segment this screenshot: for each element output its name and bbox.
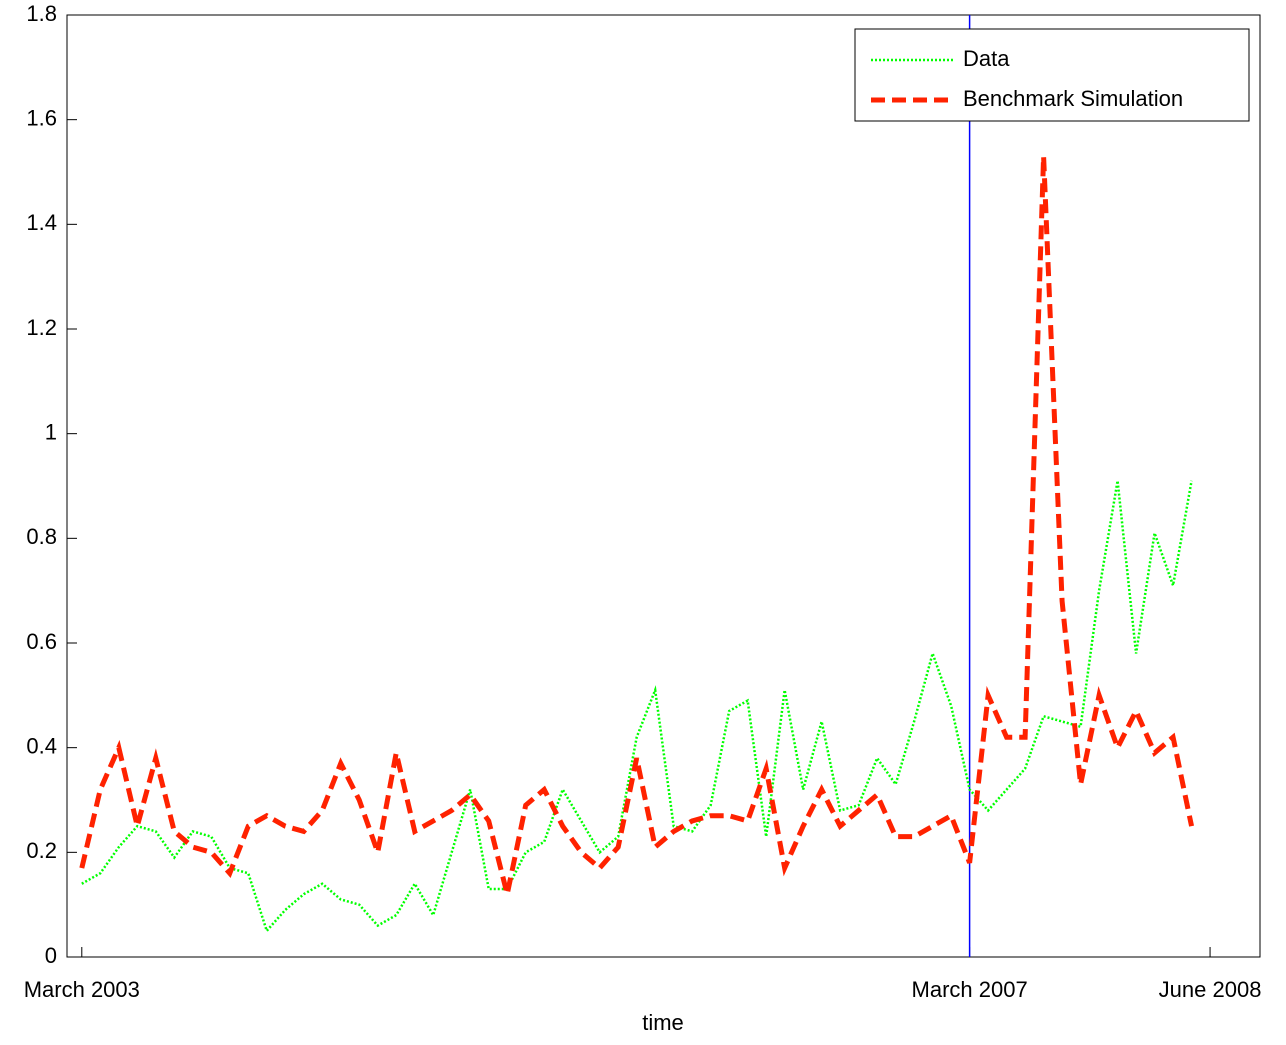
y-tick-label: 0 (45, 943, 57, 968)
y-tick-label: 1.6 (26, 105, 57, 130)
legend-label: Benchmark Simulation (963, 86, 1183, 111)
y-tick-label: 0.6 (26, 629, 57, 654)
data-line (79, 156, 1195, 895)
data-line (81, 480, 1193, 934)
x-axis-label: time (642, 1010, 684, 1035)
y-tick-label: 1.8 (26, 1, 57, 26)
plot-frame (66, 14, 1261, 958)
legend-label: Data (963, 46, 1010, 71)
y-tick-label: 1.2 (26, 315, 57, 340)
y-tick-label: 1.4 (26, 210, 57, 235)
x-tick-label: March 2007 (912, 977, 1028, 1002)
x-tick-label: June 2008 (1159, 977, 1262, 1002)
y-tick-label: 1 (45, 419, 57, 444)
y-tick-label: 0.4 (26, 733, 57, 758)
x-tick-label: March 2003 (24, 977, 140, 1002)
y-tick-label: 0.8 (26, 524, 57, 549)
legend-box (854, 28, 1250, 122)
y-tick-label: 0.2 (26, 838, 57, 863)
